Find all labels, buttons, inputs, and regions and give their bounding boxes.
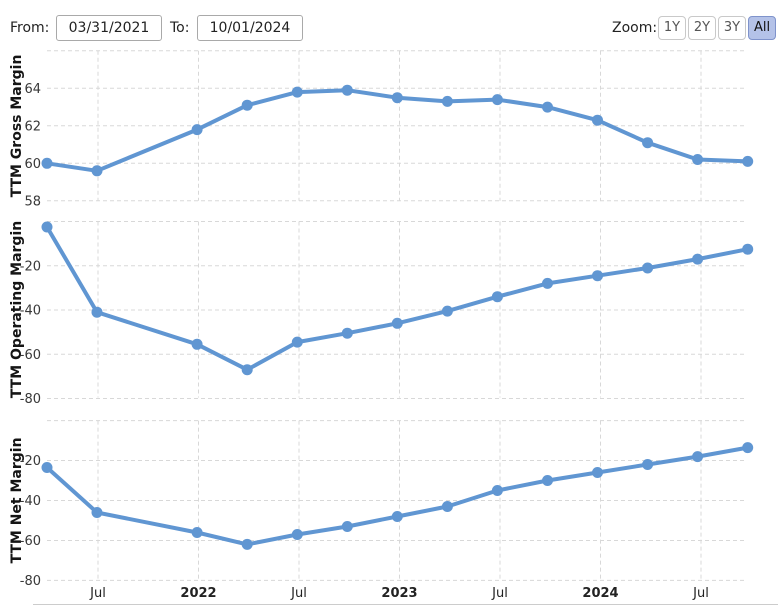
data-point[interactable]: [241, 99, 253, 111]
to-label: To:: [170, 20, 190, 36]
data-point[interactable]: [742, 155, 754, 167]
x-tick-label: Jul: [89, 586, 106, 601]
x-tick-label: Jul: [491, 586, 508, 601]
data-point[interactable]: [191, 527, 203, 538]
from-date-input[interactable]: [56, 15, 162, 41]
data-point[interactable]: [291, 529, 303, 540]
data-point[interactable]: [91, 306, 103, 318]
to-date-input[interactable]: [197, 15, 303, 41]
zoom-all-button[interactable]: All: [748, 16, 776, 40]
data-point[interactable]: [91, 507, 103, 518]
data-point[interactable]: [391, 92, 403, 104]
y-tick-label: -60: [20, 534, 41, 549]
x-axis: Jul 2022 Jul 2023 Jul 2024 Jul: [89, 586, 709, 601]
y-tick-label: -20: [20, 454, 41, 469]
data-point[interactable]: [391, 511, 403, 522]
data-point[interactable]: [41, 462, 53, 473]
data-point[interactable]: [91, 165, 103, 177]
data-point[interactable]: [41, 157, 53, 169]
from-label: From:: [10, 20, 50, 36]
data-point[interactable]: [341, 521, 353, 532]
data-point[interactable]: [491, 485, 503, 496]
data-point[interactable]: [191, 124, 203, 136]
data-point[interactable]: [291, 86, 303, 98]
y-tick-label: -80: [20, 574, 41, 589]
series-line: [45, 445, 750, 547]
y-tick-label: -20: [20, 259, 41, 274]
data-point[interactable]: [441, 501, 453, 512]
x-tick-label: 2024: [582, 586, 618, 601]
data-point[interactable]: [491, 94, 503, 106]
series-line: [45, 88, 750, 173]
data-point[interactable]: [742, 442, 754, 454]
zoom-3y-button[interactable]: 3Y: [718, 16, 746, 40]
data-point[interactable]: [491, 291, 503, 303]
y-tick-label: 64: [24, 82, 41, 97]
data-point[interactable]: [542, 277, 553, 289]
data-point[interactable]: [592, 270, 603, 282]
data-point[interactable]: [241, 364, 253, 376]
x-tick-label: 2023: [381, 586, 417, 601]
y-tick-label: -60: [20, 348, 41, 363]
series-line: [45, 225, 750, 372]
x-tick-label: Jul: [290, 586, 307, 601]
data-point[interactable]: [241, 538, 253, 550]
data-point[interactable]: [542, 101, 553, 113]
y-tick-label: 62: [24, 119, 41, 134]
x-tick-label: 2022: [180, 586, 216, 601]
data-point[interactable]: [742, 243, 754, 255]
data-point[interactable]: [391, 317, 403, 329]
data-point[interactable]: [41, 221, 53, 233]
y-axis-title-gross-margin: TTM Gross Margin: [9, 55, 25, 198]
data-point[interactable]: [191, 338, 203, 350]
data-point[interactable]: [692, 154, 704, 165]
y-axis-title-net-margin: TTM Net Margin: [9, 437, 25, 563]
zoom-1y-button[interactable]: 1Y: [658, 16, 686, 40]
zoom-2y-button[interactable]: 2Y: [688, 16, 716, 40]
data-point[interactable]: [341, 327, 353, 339]
data-point[interactable]: [592, 114, 603, 126]
chart-panel-2: -80 -60 -40 -20: [20, 420, 754, 589]
data-point[interactable]: [341, 84, 353, 96]
data-point[interactable]: [642, 262, 654, 274]
x-tick-label: Jul: [692, 586, 709, 601]
data-point[interactable]: [642, 137, 654, 149]
y-tick-label: 58: [24, 194, 41, 209]
y-tick-label: -40: [20, 304, 41, 319]
data-point[interactable]: [642, 459, 654, 470]
data-point[interactable]: [592, 467, 603, 478]
chart-panel-1: -80 -60 -40 -20: [20, 221, 754, 407]
data-point[interactable]: [692, 451, 704, 463]
y-tick-label: 60: [24, 157, 41, 172]
data-point[interactable]: [692, 253, 704, 265]
y-tick-label: -80: [20, 392, 41, 407]
data-point[interactable]: [291, 336, 303, 348]
y-axis-title-operating-margin: TTM Operating Margin: [9, 221, 25, 398]
y-tick-label: -40: [20, 494, 41, 509]
zoom-label: Zoom:: [612, 20, 658, 36]
data-point[interactable]: [441, 95, 453, 107]
chart-panel-0: 58 60 62 64: [24, 50, 754, 209]
data-point[interactable]: [542, 475, 553, 486]
data-point[interactable]: [441, 305, 453, 317]
